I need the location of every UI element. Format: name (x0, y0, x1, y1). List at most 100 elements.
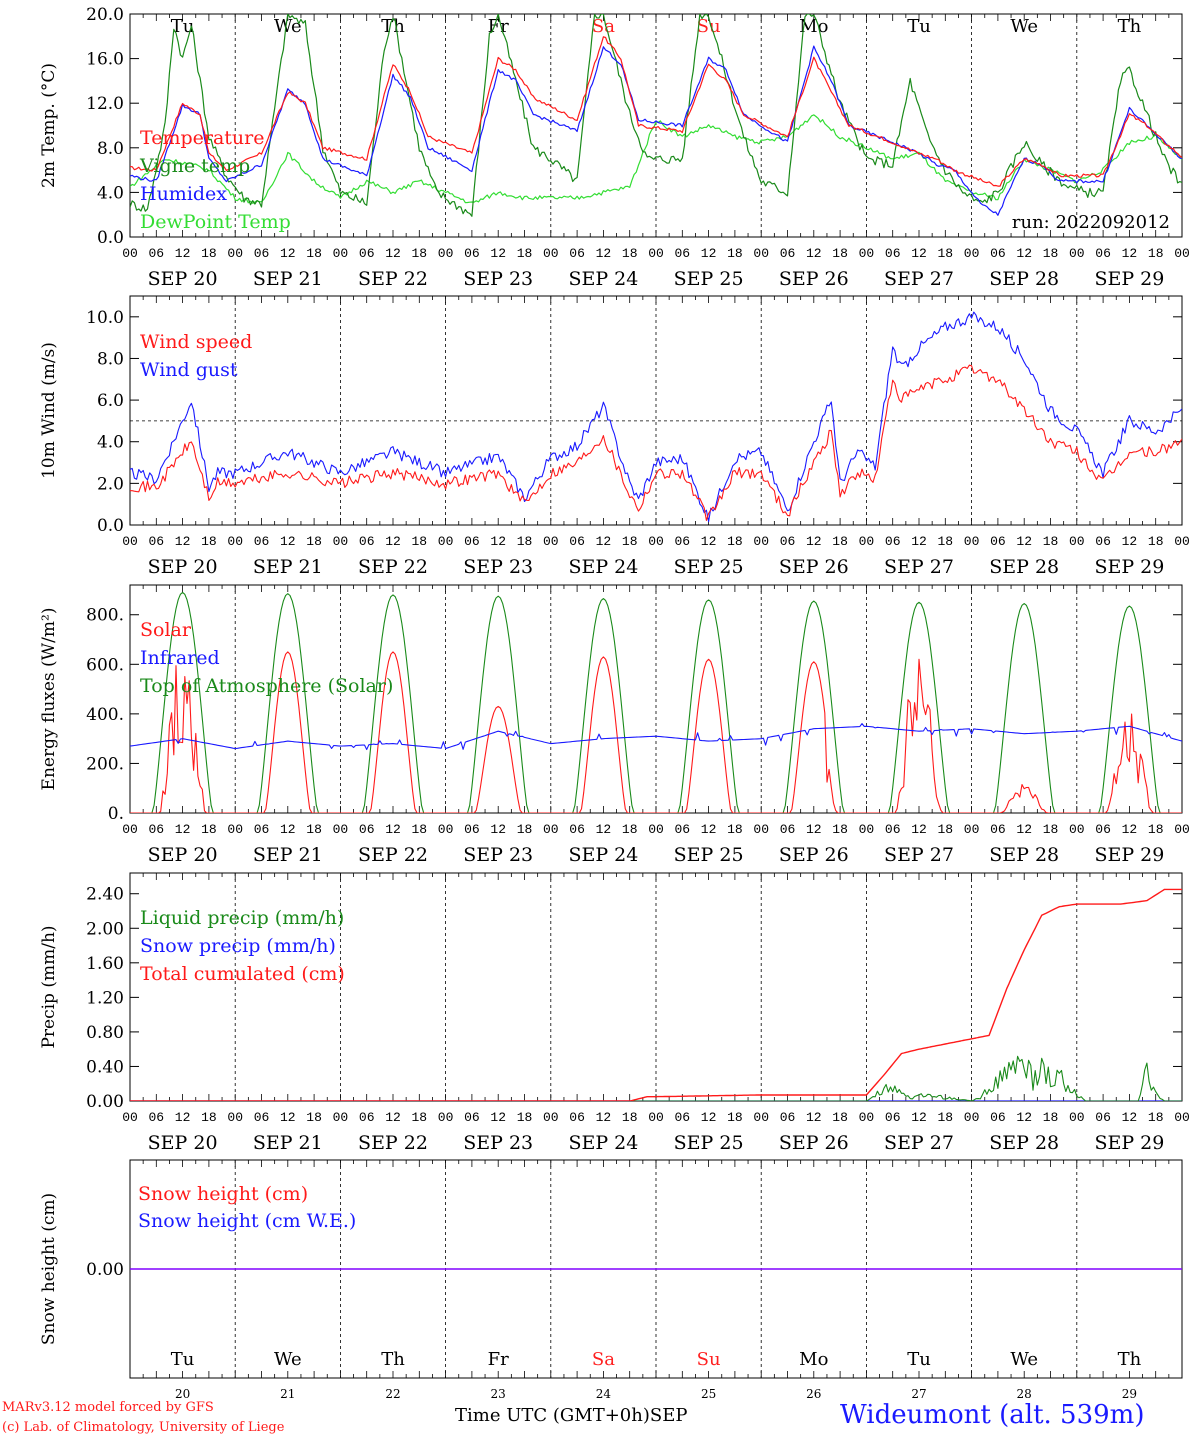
day-number: 29 (1122, 1387, 1137, 1401)
hour-label: 06 (148, 822, 164, 837)
day-label: SEP 23 (463, 268, 533, 290)
hour-label: 18 (1043, 534, 1059, 549)
hour-label: 00 (333, 534, 349, 549)
hour-label: 06 (464, 246, 480, 261)
day-label: SEP 26 (779, 844, 849, 866)
hour-label: 12 (596, 822, 612, 837)
hour-label: 06 (990, 246, 1006, 261)
hour-label: 06 (780, 822, 796, 837)
series-line-liquid-precip (130, 1055, 1182, 1101)
legend-entry: Vigne temp (139, 155, 250, 177)
hour-label: 12 (1016, 1110, 1032, 1125)
hour-label: 12 (280, 534, 296, 549)
hour-label: 06 (569, 246, 585, 261)
hour-label: 18 (306, 246, 322, 261)
day-label: SEP 23 (463, 844, 533, 866)
y-tick-label: 0.0 (97, 516, 124, 536)
hour-label: 18 (517, 534, 533, 549)
hour-label: 12 (385, 1110, 401, 1125)
hour-label: 12 (385, 246, 401, 261)
hour-label: 18 (832, 534, 848, 549)
hour-label: 00 (648, 246, 664, 261)
y-tick-label: 20.0 (86, 5, 124, 25)
hour-label: 00 (859, 822, 875, 837)
series-line-humidex (130, 45, 1182, 216)
day-number: 20 (175, 1387, 190, 1401)
hour-label: 12 (490, 1110, 506, 1125)
legend-entry: Snow height (cm) (138, 1183, 308, 1205)
hour-label: 06 (1095, 1110, 1111, 1125)
hour-label: 06 (1095, 534, 1111, 549)
y-axis-label: Energy fluxes (W/m²) (39, 608, 59, 791)
day-label: SEP 28 (989, 268, 1059, 290)
legend-entry: Temperature (140, 127, 264, 149)
y-tick-label: 2.00 (86, 919, 124, 939)
hour-label: 18 (517, 822, 533, 837)
hour-label: 12 (1122, 1110, 1138, 1125)
hour-label: 12 (175, 246, 191, 261)
hour-label: 06 (990, 1110, 1006, 1125)
hour-label: 00 (1069, 246, 1085, 261)
legend-entry: Snow precip (mm/h) (140, 935, 336, 957)
hour-label: 12 (701, 534, 717, 549)
hour-label: 06 (569, 822, 585, 837)
hour-label: 06 (885, 534, 901, 549)
legend-entry: DewPoint Temp (140, 211, 291, 233)
hour-label: 00 (859, 246, 875, 261)
y-tick-label: 8.0 (97, 349, 124, 369)
hour-label: 12 (701, 1110, 717, 1125)
precip-series (130, 888, 1182, 1101)
y-tick-label: 400. (86, 705, 124, 725)
hour-label: 06 (464, 534, 480, 549)
day-label: SEP 27 (884, 268, 954, 290)
hour-label: 12 (1016, 534, 1032, 549)
run-label: run: 2022092012 (1012, 212, 1170, 233)
hour-label: 00 (122, 1110, 138, 1125)
hour-label: 12 (490, 822, 506, 837)
hour-label: 12 (1016, 246, 1032, 261)
legend-entry: Humidex (140, 183, 227, 205)
x-axis-month: SEP (649, 1405, 688, 1426)
hour-label: 18 (1148, 822, 1164, 837)
hour-label: 06 (885, 246, 901, 261)
hour-label: 00 (964, 246, 980, 261)
hour-label: 12 (490, 246, 506, 261)
hour-label: 18 (832, 246, 848, 261)
hour-label: 18 (1148, 1110, 1164, 1125)
hour-label: 18 (832, 1110, 848, 1125)
y-tick-label: 2.0 (97, 474, 124, 494)
weekday-label-bottom: We (1010, 1349, 1038, 1370)
hour-label: 00 (753, 822, 769, 837)
hour-label: 00 (964, 1110, 980, 1125)
day-number: 22 (385, 1387, 400, 1401)
x-axis-label: Time UTC (GMT+0h) (455, 1405, 650, 1426)
hour-label: 06 (674, 246, 690, 261)
hour-label: 06 (359, 1110, 375, 1125)
weekday-label-top: Th (381, 16, 405, 37)
y-tick-label: 12.0 (86, 94, 124, 114)
hour-label: 12 (385, 822, 401, 837)
hour-label: 00 (753, 1110, 769, 1125)
hour-label: 12 (280, 1110, 296, 1125)
weekday-label-top: Tu (171, 16, 195, 37)
hour-label: 06 (674, 822, 690, 837)
hour-label: 12 (911, 246, 927, 261)
hour-label: 00 (648, 534, 664, 549)
weekday-label-bottom: Th (1118, 1349, 1142, 1370)
hour-label: 18 (727, 822, 743, 837)
hour-label: 18 (411, 822, 427, 837)
hour-label: 12 (806, 1110, 822, 1125)
hour-label: 00 (859, 534, 875, 549)
footer-credit-1: MARv3.12 model forced by GFS (2, 1400, 214, 1415)
series-line-vigne-temp (130, 14, 1182, 217)
y-tick-label: 0.00 (86, 1092, 124, 1112)
hour-label: 00 (543, 534, 559, 549)
hour-label: 12 (701, 246, 717, 261)
hour-label: 12 (911, 822, 927, 837)
hour-label: 12 (175, 1110, 191, 1125)
hour-label: 06 (780, 246, 796, 261)
day-number: 23 (491, 1387, 506, 1401)
y-tick-label: 8.0 (97, 139, 124, 159)
hour-label: 00 (543, 1110, 559, 1125)
day-label: SEP 25 (674, 844, 744, 866)
